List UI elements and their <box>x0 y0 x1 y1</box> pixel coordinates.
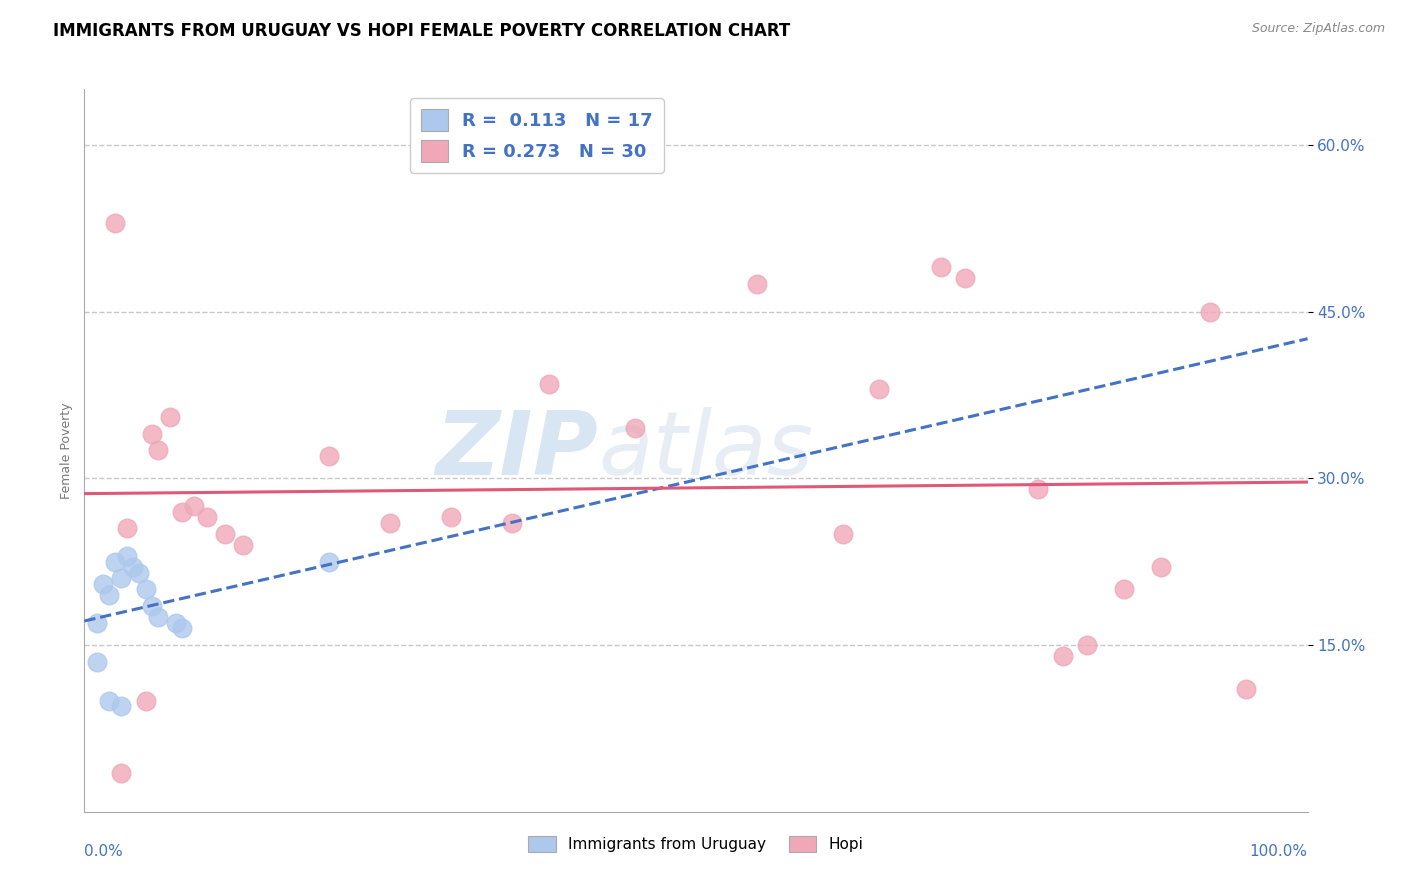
Point <box>110 699 132 714</box>
Point <box>122 560 145 574</box>
Point <box>195 510 218 524</box>
Text: 100.0%: 100.0% <box>1250 844 1308 859</box>
Point <box>214 526 236 541</box>
Point <box>1076 638 1098 652</box>
Point <box>929 260 952 274</box>
Point <box>1114 582 1136 597</box>
Point <box>91 577 114 591</box>
Point <box>135 693 157 707</box>
Point <box>165 615 187 630</box>
Point <box>86 615 108 630</box>
Point <box>115 521 138 535</box>
Point <box>110 765 132 780</box>
Text: Source: ZipAtlas.com: Source: ZipAtlas.com <box>1251 22 1385 36</box>
Point <box>380 516 402 530</box>
Point <box>172 505 194 519</box>
Point <box>232 538 254 552</box>
Point <box>624 421 647 435</box>
Point <box>97 693 120 707</box>
Point <box>104 216 127 230</box>
Point <box>110 571 132 585</box>
Point <box>1052 649 1074 664</box>
Point <box>104 555 127 569</box>
Point <box>97 588 120 602</box>
Point <box>440 510 463 524</box>
Point <box>146 443 169 458</box>
Point <box>318 449 340 463</box>
Point <box>953 271 976 285</box>
Text: atlas: atlas <box>598 408 813 493</box>
Point <box>141 599 163 613</box>
Y-axis label: Female Poverty: Female Poverty <box>60 402 73 499</box>
Point <box>318 555 340 569</box>
Point <box>831 526 853 541</box>
Point <box>502 516 524 530</box>
Point <box>1150 560 1173 574</box>
Point <box>1028 483 1050 497</box>
Text: 0.0%: 0.0% <box>84 844 124 859</box>
Point <box>86 655 108 669</box>
Legend: Immigrants from Uruguay, Hopi: Immigrants from Uruguay, Hopi <box>522 830 870 858</box>
Text: IMMIGRANTS FROM URUGUAY VS HOPI FEMALE POVERTY CORRELATION CHART: IMMIGRANTS FROM URUGUAY VS HOPI FEMALE P… <box>53 22 790 40</box>
Point <box>1198 304 1220 318</box>
Point <box>135 582 157 597</box>
Text: ZIP: ZIP <box>436 407 598 494</box>
Point <box>183 499 205 513</box>
Point <box>747 277 769 291</box>
Point <box>115 549 138 563</box>
Point <box>141 426 163 441</box>
Point <box>128 566 150 580</box>
Point <box>146 610 169 624</box>
Point <box>172 621 194 635</box>
Point <box>869 382 891 396</box>
Point <box>1236 682 1258 697</box>
Point <box>159 410 181 425</box>
Point <box>538 376 561 391</box>
